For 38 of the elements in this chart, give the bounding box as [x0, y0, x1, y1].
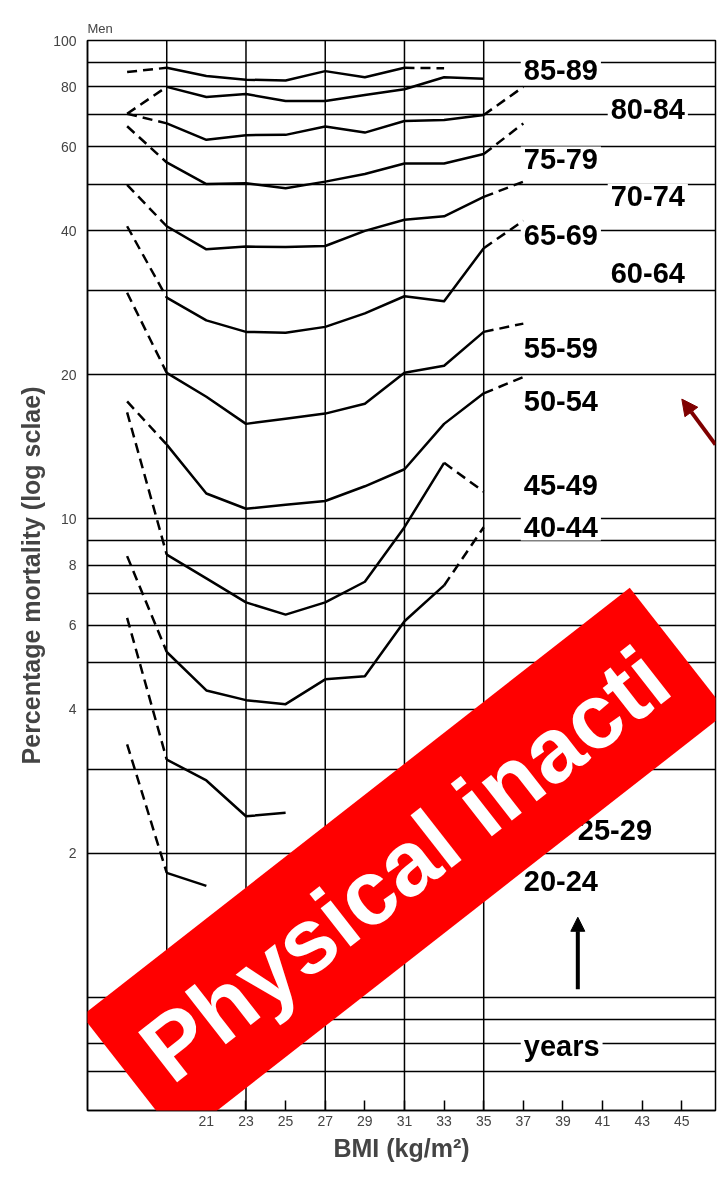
x-tick-label: 41 [594, 1112, 611, 1129]
annotation: years [523, 1030, 600, 1063]
y-tick-label: 20 [60, 366, 77, 383]
chart-title: Men [87, 20, 113, 36]
annotation: 75-79 [523, 143, 598, 176]
x-tick-label: 37 [515, 1112, 532, 1129]
annotation: 85-89 [523, 54, 598, 87]
x-tick-label: 29 [357, 1112, 373, 1129]
x-tick-label: 21 [198, 1112, 215, 1129]
annotation: 55-59 [523, 331, 598, 364]
y-tick-label: 4 [68, 701, 77, 718]
x-tick-label: 27 [317, 1112, 334, 1129]
annotation: 60-64 [610, 256, 685, 289]
annotation: 40-44 [523, 511, 598, 544]
x-tick-label: 43 [634, 1112, 651, 1129]
x-tick-label: 33 [436, 1112, 453, 1129]
x-tick-label: 39 [555, 1112, 571, 1129]
annotation: 70-74 [610, 180, 685, 213]
y-tick-label: 6 [68, 617, 77, 634]
x-tick-label: 35 [475, 1112, 492, 1129]
y-tick-label: 100 [53, 32, 77, 49]
y-tick-label: 40 [60, 222, 77, 239]
annotation: 50-54 [523, 385, 598, 418]
annotation: 80-84 [610, 93, 685, 126]
y-axis-title: Percentage mortality (log sclae) [17, 386, 46, 765]
y-tick-label: 60 [60, 138, 77, 155]
y-tick-label: 8 [68, 557, 77, 574]
annotation: 65-69 [523, 218, 598, 251]
y-tick-label: 2 [68, 845, 77, 862]
y-tick-label: 10 [60, 510, 77, 527]
x-axis-title: BMI (kg/m²) [333, 1133, 470, 1162]
x-tick-label: 31 [396, 1112, 413, 1129]
y-tick-label: 80 [60, 78, 77, 95]
annotation: 45-49 [523, 468, 598, 501]
x-tick-label: 25 [277, 1112, 294, 1129]
x-tick-label: 45 [674, 1112, 690, 1129]
annotation: 20-24 [523, 865, 598, 898]
x-tick-label: 23 [238, 1112, 254, 1129]
